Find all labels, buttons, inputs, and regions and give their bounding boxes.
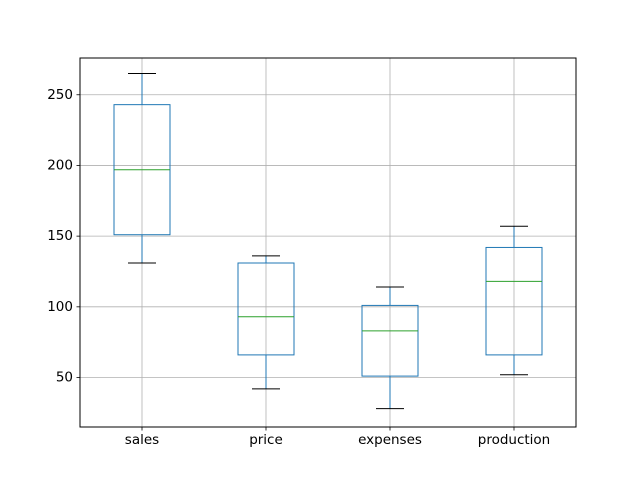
iqr-box: [485, 246, 543, 356]
x-tick-label: production: [478, 432, 551, 448]
y-tick-label: 50: [56, 370, 73, 386]
x-tick-label: price: [249, 432, 283, 448]
y-tick-label: 200: [47, 157, 73, 173]
box-sales: [113, 73, 171, 264]
y-tick-label: 100: [47, 299, 73, 315]
x-tick-label: expenses: [358, 432, 422, 448]
x-tick-label: sales: [125, 432, 159, 448]
iqr-box: [237, 262, 295, 356]
grid-layer: [80, 58, 576, 427]
y-tick-label: 250: [47, 87, 73, 103]
box-layer: [113, 73, 543, 410]
iqr-box: [361, 304, 419, 377]
box-expenses: [361, 286, 419, 410]
axis-layer: 50 100 150 200 250 sales price expenses producti…: [47, 87, 550, 448]
box-price: [237, 255, 295, 390]
plot-area-frame: [79, 57, 577, 428]
y-tick-label: 150: [47, 228, 73, 244]
box-production: [485, 225, 543, 376]
